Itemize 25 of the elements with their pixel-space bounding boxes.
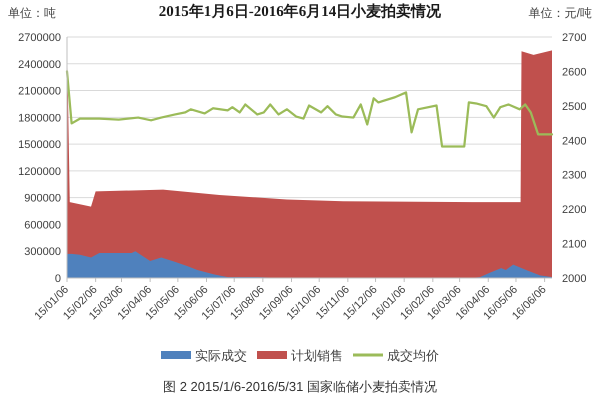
legend-label: 实际成交 (195, 348, 247, 363)
y2-axis-title: 单位：元/吨 (528, 6, 592, 20)
y2-tick-label: 2700 (562, 32, 586, 44)
y-tick-label: 1800000 (18, 112, 61, 124)
y-tick-label: 300000 (24, 246, 61, 258)
y-tick-label: 2100000 (18, 86, 61, 98)
y-axis-title: 单位：吨 (8, 6, 56, 20)
y-tick-label: 2400000 (18, 58, 61, 71)
legend-label: 计划销售 (291, 348, 343, 363)
y-tick-label: 600000 (24, 219, 61, 232)
legend-label: 成交均价 (387, 348, 439, 363)
y-tick-label: 1200000 (18, 166, 61, 178)
y-tick-label: 0 (54, 273, 61, 285)
chart-title: 2015年1月6日-2016年6月14日小麦拍卖情况 (158, 3, 442, 20)
y2-tick-label: 2400 (562, 135, 586, 148)
y-tick-label: 900000 (24, 192, 61, 205)
y2-tick-label: 2600 (562, 66, 586, 78)
y2-tick-label: 2300 (562, 170, 586, 182)
caption: 图 2 2015/1/6-2016/5/31 国家临储小麦拍卖情况 (163, 379, 437, 394)
y-tick-label: 2700000 (18, 32, 61, 44)
y2-tick-label: 2100 (562, 238, 586, 251)
y2-tick-label: 2200 (562, 204, 586, 216)
y-tick-label: 1500000 (18, 139, 61, 152)
y2-tick-label: 2500 (562, 100, 586, 113)
y2-tick-label: 2000 (562, 273, 586, 285)
